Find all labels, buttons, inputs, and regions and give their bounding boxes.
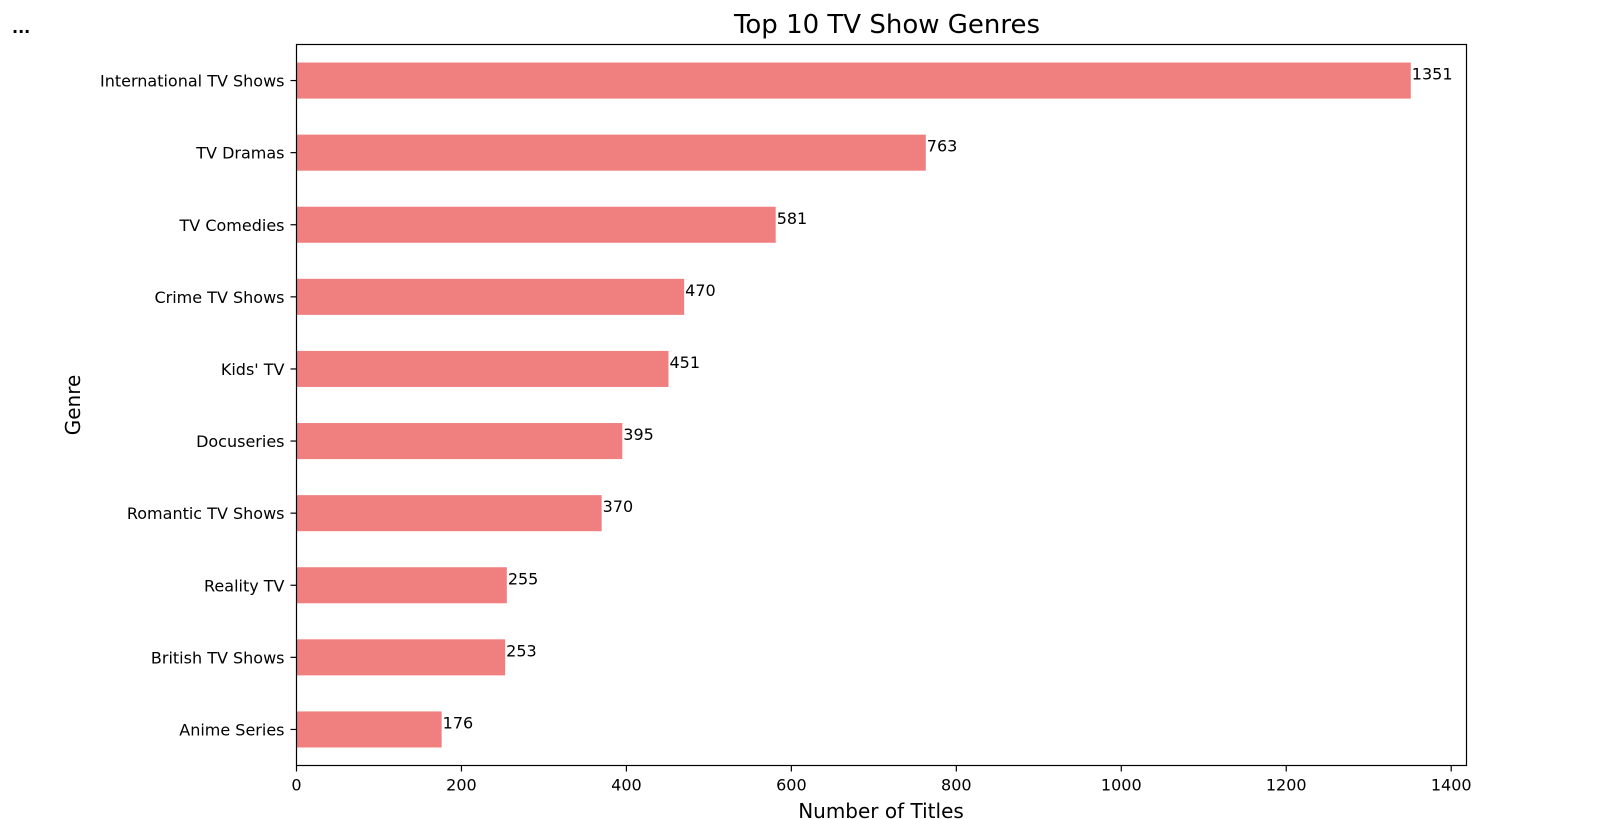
bar-2: [296, 206, 776, 243]
data-label-2: 581: [777, 209, 808, 228]
plot-frame: [295, 43, 1468, 767]
x-tick-label-7: 1400: [1431, 776, 1472, 795]
y-tick-label-1: TV Dramas: [195, 144, 284, 163]
data-label-8: 253: [506, 641, 537, 660]
y-tick-label-9: Anime Series: [179, 720, 284, 739]
y-tick-label-6: Romantic TV Shows: [127, 504, 285, 523]
x-tick-label-5: 1000: [1101, 776, 1142, 795]
chart-title: Top 10 TV Show Genres: [733, 10, 1040, 40]
data-label-0: 1351: [1412, 65, 1453, 84]
x-tick-label-4: 800: [941, 776, 972, 795]
bar-7: [296, 567, 507, 604]
bar-9: [296, 711, 442, 748]
data-label-9: 176: [443, 713, 474, 732]
cell-output-ellipsis: ...: [12, 18, 31, 37]
data-labels-layer: 1351 763 581 470 451 395 370 255 253 176: [443, 65, 1453, 733]
y-axis-label: Genre: [61, 375, 85, 436]
bar-6: [296, 495, 602, 532]
data-label-1: 763: [927, 137, 958, 156]
y-axis: International TV Shows TV Dramas TV Comedi…: [100, 72, 297, 739]
x-axis: 0 200 400 600 800 1000 1200 1400: [291, 765, 1472, 795]
x-tick-label-6: 1200: [1266, 776, 1307, 795]
bar-4: [296, 350, 669, 387]
data-label-5: 395: [623, 425, 654, 444]
data-label-3: 470: [685, 281, 716, 300]
y-tick-label-0: International TV Shows: [100, 72, 285, 91]
bar-8: [296, 639, 506, 676]
y-tick-label-3: Crime TV Shows: [154, 288, 284, 307]
x-axis-label: Number of Titles: [798, 799, 964, 819]
data-label-4: 451: [669, 353, 700, 372]
bars-layer: [296, 62, 1411, 748]
y-tick-label-8: British TV Shows: [151, 648, 285, 667]
y-tick-label-2: TV Comedies: [179, 216, 285, 235]
bar-0: [296, 62, 1411, 99]
data-label-6: 370: [603, 497, 634, 516]
x-tick-label-0: 0: [291, 776, 301, 795]
x-tick-label-3: 600: [776, 776, 807, 795]
bar-5: [296, 423, 623, 460]
bar-1: [296, 134, 926, 171]
bar-3: [296, 278, 685, 315]
x-tick-label-2: 400: [611, 776, 642, 795]
data-label-7: 255: [508, 569, 539, 588]
x-tick-label-1: 200: [446, 776, 477, 795]
y-tick-label-7: Reality TV: [204, 576, 285, 595]
y-tick-label-4: Kids' TV: [221, 360, 285, 379]
y-tick-label-5: Docuseries: [196, 432, 284, 451]
